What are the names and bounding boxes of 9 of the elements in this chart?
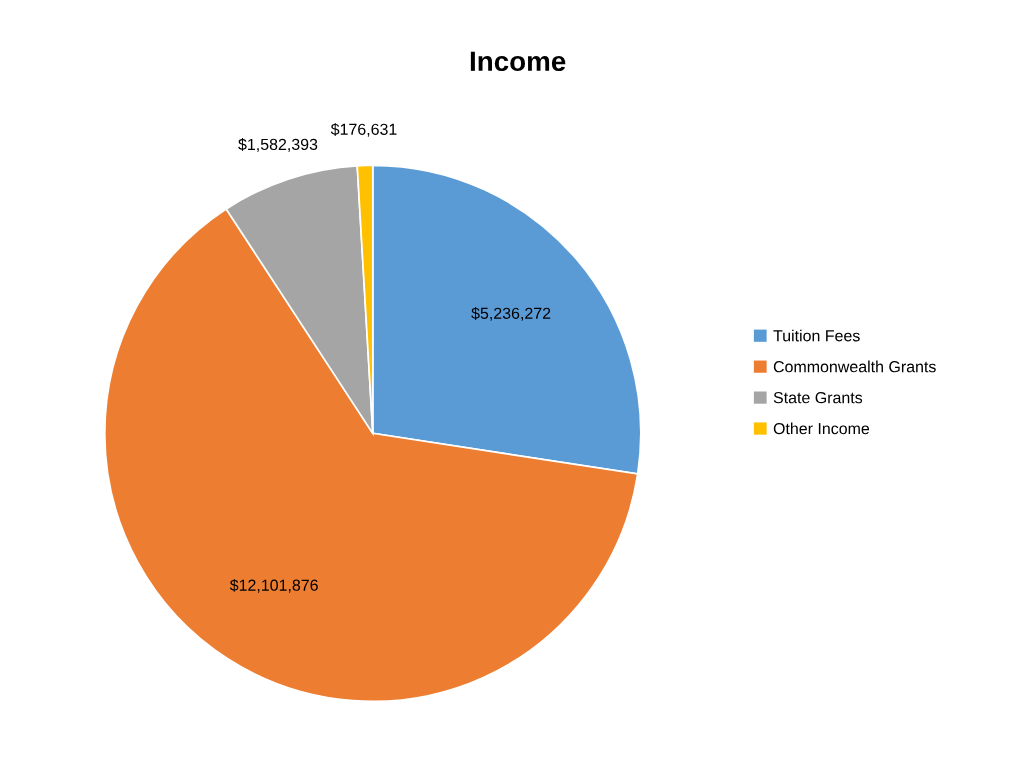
data-label: $5,236,272 bbox=[471, 306, 551, 321]
data-label: $12,101,876 bbox=[229, 578, 318, 593]
data-label: $176,631 bbox=[330, 122, 397, 137]
legend-label: Commonwealth Grants bbox=[773, 360, 936, 373]
legend-label: Tuition Fees bbox=[773, 329, 860, 342]
legend-label: State Grants bbox=[773, 391, 863, 404]
chart-title: Income bbox=[470, 51, 566, 72]
data-label: $1,582,393 bbox=[238, 138, 318, 152]
legend-label: Other Income bbox=[773, 422, 870, 435]
